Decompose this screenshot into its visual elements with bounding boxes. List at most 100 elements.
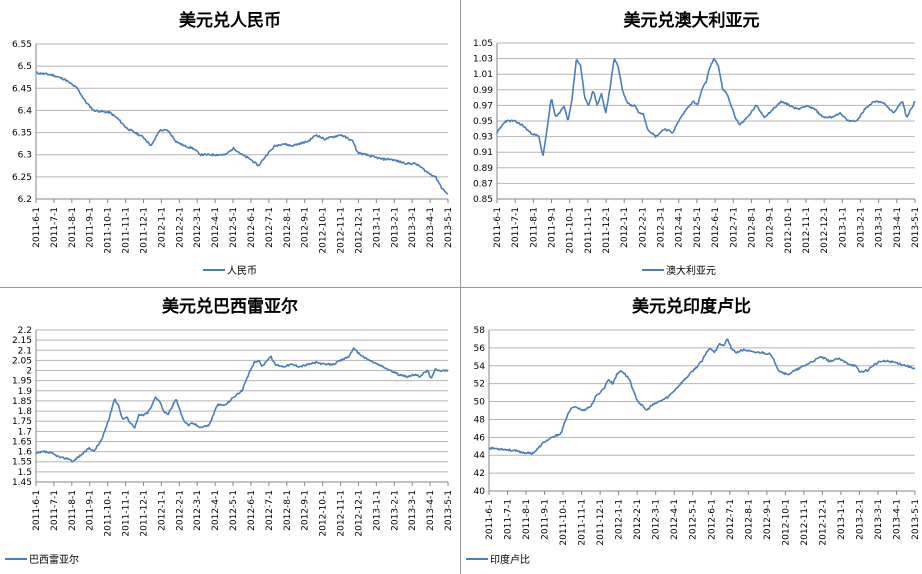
x-tick-label: 2012-7-1 [265,490,275,531]
x-tick-label: 2012-10-1 [784,207,794,254]
x-tick-label: 2012-7-1 [726,499,736,540]
x-tick-label: 2012-1-1 [157,490,167,531]
series-line [496,57,916,157]
legend-label: 印度卢比 [490,555,530,566]
x-tick-label: 2011-6-1 [493,207,503,248]
y-tick-label: 48 [474,415,486,425]
x-tick-label: 2012-10-1 [319,490,329,537]
x-tick-label: 2013-5-1 [444,490,454,531]
y-tick-label: 2.05 [12,356,32,366]
y-tick-label: 1.45 [12,478,32,488]
y-tick-label: 46 [474,433,486,443]
x-tick-label: 2012-3-1 [193,207,203,248]
x-tick-label: 2012-2-1 [175,207,185,248]
x-tick-label: 2011-6-1 [32,490,42,531]
panel-divider-horizontal [0,287,922,288]
y-tick-label: 52 [474,380,485,390]
x-tick-label: 2012-4-1 [675,207,685,248]
x-tick-label: 2012-6-1 [247,207,257,248]
x-tick-label: 2011-10-1 [566,207,576,254]
x-tick-label: 2011-12-1 [139,490,149,537]
x-tick-label: 2012-1-1 [157,207,167,248]
x-tick-label: 2013-2-1 [855,499,865,540]
x-tick-label: 2012-3-1 [193,490,203,531]
y-tick-label: 1.75 [12,417,32,427]
x-tick-label: 2013-3-1 [874,499,884,540]
y-tick-label: 0.91 [473,148,493,158]
x-tick-label: 2012-4-1 [670,499,680,540]
x-tick-label: 2012-9-1 [763,499,773,540]
x-tick-label: 2012-11-1 [800,499,810,546]
x-tick-label: 2012-5-1 [693,207,703,248]
x-tick-label: 2011-8-1 [68,490,78,531]
y-tick-label: 2.1 [18,346,32,356]
chart-title: 美元兑印度卢比 [632,297,751,317]
y-tick-label: 6.45 [12,84,32,94]
chart-legend: 印度卢比 [466,551,530,566]
chart-panel-cny: 美元兑人民币 6.2 6.25 6.3 6.35 6.4 6.45 6.5 6.55 2011-… [0,0,460,287]
x-tick-label: 2012-3-1 [652,499,662,540]
y-tick-label: 6.55 [12,40,32,50]
x-tick-label: 2011-7-1 [504,499,514,540]
x-tick-label: 2011-11-1 [578,499,588,546]
x-tick-label: 2013-4-1 [893,207,903,248]
x-tick-label: 2012-8-1 [283,207,293,248]
chart-panel-inr: 美元兑印度卢比 40 42 44 46 48 50 52 54 56 58 2011-6-1 2011… [461,288,922,574]
y-tick-label: 1.55 [12,458,32,468]
x-tick-label: 2013-5-1 [444,207,454,248]
x-tick-label: 2012-9-1 [301,207,311,248]
x-tick-label: 2011-12-1 [602,207,612,254]
x-tick-label: 2013-1-1 [838,207,848,248]
chart-panel-aud: 美元兑澳大利亚元 0.85 0.87 0.89 0.91 0.93 0.95 0.97 0.9… [461,0,922,287]
y-tick-label: 1.6 [18,448,33,458]
x-tick-label: 2012-12-1 [818,499,828,546]
x-tick-label: 2012-12-1 [354,490,364,537]
chart-svg: 1.451.51.551.61.651.71.751.81.851.91.952… [12,326,454,537]
y-tick-label: 0.87 [473,179,493,189]
y-tick-label: 2 [26,367,32,377]
chart-panel-brl: 美元兑巴西雷亚尔 1.45 1.5 1.55 1.6 1.65 1.7 1.75 1.8 1.8… [0,288,460,574]
x-tick-label: 2011-8-1 [522,499,532,540]
chart-svg: 0.85 0.87 0.89 0.91 0.93 0.95 0.97 0.99 1.01 1.03… [473,39,921,254]
y-tick-label: 1.65 [12,437,32,447]
x-tick-label: 2011-11-1 [122,490,132,537]
y-tick-label: 6.3 [18,151,32,161]
y-tick-label: 0.89 [473,164,493,174]
x-tick-label: 2011-9-1 [541,499,551,540]
y-tick-label: 1.7 [18,427,32,437]
y-tick-label: 1.8 [18,407,33,417]
y-tick-label: 1.5 [18,468,32,478]
x-tick-label: 2012-3-1 [657,207,667,248]
x-tick-label: 2013-3-1 [875,207,885,248]
x-tick-label: 2012-5-1 [689,499,699,540]
y-tick-label: 1.03 [473,55,493,65]
y-tick-label: 6.2 [18,195,32,205]
chart-title: 美元兑人民币 [179,11,281,31]
legend-swatch [642,268,664,271]
x-tick-label: 2012-11-1 [337,490,347,537]
x-tick-label: 2011-10-1 [104,490,114,537]
x-tick-label: 2011-6-1 [32,207,42,248]
x-tick-label: 2012-2-1 [633,499,643,540]
x-tick-label: 2012-12-1 [354,207,364,254]
x-tick-label: 2011-7-1 [50,207,60,248]
x-tick-label: 2012-9-1 [301,490,311,531]
x-tick-label: 2012-5-1 [229,207,239,248]
x-tick-label: 2012-8-1 [283,490,293,531]
chart-svg: 40 42 44 46 48 50 52 54 56 58 2011-6-1 2011-7-1 2011… [474,326,921,546]
x-tick-label: 2012-11-1 [802,207,812,254]
x-tick-label: 2013-3-1 [408,490,418,531]
y-tick-label: 1.85 [12,397,32,407]
x-tick-label: 2012-1-1 [620,207,630,248]
x-tick-label: 2013-4-1 [426,490,436,531]
y-tick-label: 54 [474,362,486,372]
legend-label: 澳大利亚元 [666,266,716,277]
x-tick-label: 2011-11-1 [584,207,594,254]
y-tick-label: 44 [474,451,486,461]
chart-legend: 澳大利亚元 [642,262,716,277]
legend-swatch [5,557,27,560]
y-tick-label: 0.85 [473,195,493,205]
x-tick-label: 2012-11-1 [337,207,347,254]
y-tick-label: 1.9 [18,387,33,397]
y-tick-label: 2.15 [12,336,32,346]
